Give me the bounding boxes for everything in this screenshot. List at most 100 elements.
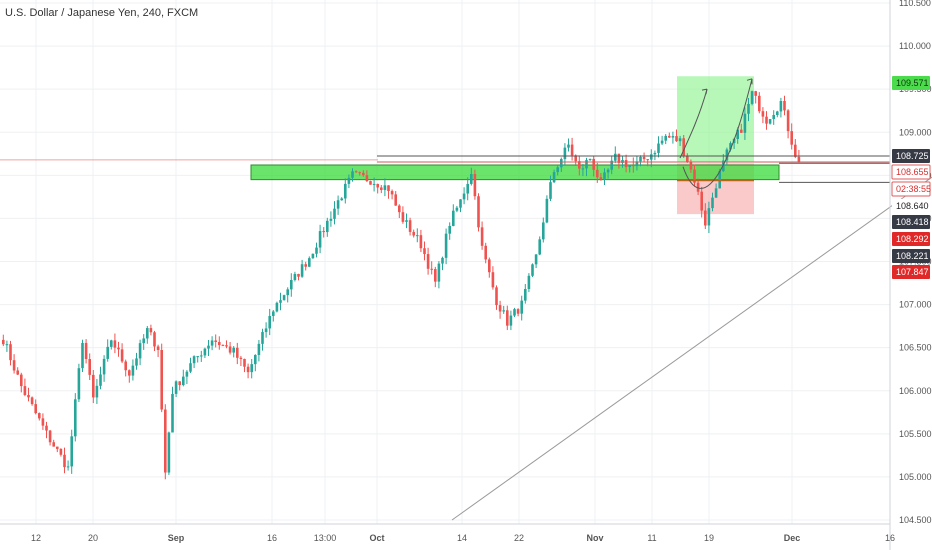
candle-body — [275, 302, 279, 312]
candle-body — [254, 355, 257, 365]
candle-body — [290, 279, 293, 290]
candle-body — [336, 200, 340, 209]
candle-body — [696, 182, 700, 192]
time-tick-label: 11 — [647, 533, 656, 543]
candle-body — [624, 160, 628, 168]
candle-body — [693, 169, 696, 183]
candle-body — [390, 191, 394, 195]
candle-body — [329, 218, 333, 221]
candle-body — [20, 374, 23, 387]
candle-body — [81, 342, 84, 369]
candle-body — [300, 264, 304, 277]
price-tick-label: 110.000 — [899, 41, 931, 51]
candle-body — [135, 358, 138, 366]
candle-body — [689, 162, 693, 170]
drawings[interactable] — [0, 72, 932, 521]
candle-body — [430, 268, 433, 270]
candle-body — [92, 374, 95, 398]
trendline[interactable] — [451, 72, 932, 521]
candle-body — [131, 365, 135, 376]
price-tag-box — [892, 232, 930, 246]
candle-body — [599, 177, 603, 179]
candle-body — [592, 158, 595, 170]
candle-body — [412, 231, 415, 236]
price-tag[interactable]: 108.640 — [892, 199, 930, 213]
candles — [2, 90, 801, 480]
candle-body — [293, 273, 297, 280]
candle-body — [628, 165, 631, 168]
symbol-title[interactable]: U.S. Dollar / Japanese Yen, 240, FXCM — [5, 7, 199, 19]
candle-body — [552, 172, 556, 183]
projection-curve-2[interactable] — [682, 78, 753, 189]
price-tag[interactable]: 108.292 — [892, 232, 930, 246]
candle-body — [214, 340, 217, 342]
price-tag[interactable]: 108.221 — [892, 249, 930, 263]
price-tag[interactable]: 108.725 — [892, 149, 930, 163]
price-tag[interactable]: 108.418 — [892, 215, 930, 229]
candle-body — [632, 165, 635, 167]
price-tag-label: 107.847 — [896, 267, 929, 277]
candle-body — [171, 393, 174, 433]
candle-body — [700, 191, 703, 211]
candle-body — [524, 288, 527, 301]
candle-body — [117, 347, 120, 350]
price-tick-label: 107.000 — [899, 300, 932, 310]
candle-body — [682, 138, 685, 156]
time-axis[interactable]: 12 20 Sep 16 13:00 Oct 14 22 Nov 11 19 Dec 16 — [0, 523, 895, 543]
candle-body — [77, 368, 81, 400]
candle-body — [88, 359, 91, 375]
drawing-zones[interactable] — [250, 76, 780, 215]
candle-body — [470, 174, 473, 184]
candle-body — [466, 183, 469, 194]
candle-body — [664, 135, 667, 141]
gridlines — [0, 0, 891, 524]
candle-body — [678, 138, 682, 142]
candle-body — [516, 309, 520, 314]
arrow-head — [701, 88, 708, 95]
candle-body — [419, 235, 423, 249]
candle-body — [545, 198, 549, 223]
price-tag[interactable]: 02:38:55 — [891, 181, 931, 197]
candle-body — [124, 361, 127, 371]
price-axis[interactable]: 104.500 105.000 105.500 106.000 106.500 107.0… — [889, 0, 932, 550]
support-zone[interactable] — [250, 164, 780, 181]
candle-body — [480, 227, 484, 246]
candle-body — [740, 129, 743, 133]
candle-body — [106, 346, 109, 359]
arrow-head — [746, 78, 753, 85]
candle-body — [27, 394, 30, 398]
candle-body — [459, 199, 462, 208]
candle-body — [297, 273, 300, 277]
candle-body — [563, 147, 567, 160]
candle-body — [462, 193, 466, 200]
candle-body — [527, 275, 531, 289]
candle-body — [63, 454, 66, 468]
target-zone[interactable] — [677, 76, 754, 162]
candle-body — [394, 194, 397, 206]
candle-body — [444, 233, 448, 258]
candle-body — [308, 258, 311, 267]
candle-body — [747, 103, 750, 114]
price-tag-label: 108.640 — [896, 201, 929, 211]
candle-body — [344, 183, 347, 199]
projection-curve-1[interactable] — [679, 89, 708, 159]
candle-body — [502, 310, 505, 312]
candle-body — [754, 91, 757, 96]
candle-body — [405, 220, 408, 222]
candle-body — [95, 385, 99, 398]
candle-body — [30, 397, 34, 405]
candle-body — [146, 328, 149, 339]
price-tag[interactable]: 108.655 — [891, 164, 931, 180]
time-tick-label: 16 — [267, 533, 277, 543]
candle-body — [178, 381, 181, 386]
candle-body — [52, 442, 55, 447]
candle-body — [218, 341, 221, 346]
candle-body — [5, 344, 9, 346]
candle-body — [315, 247, 318, 254]
candle-body — [16, 370, 19, 375]
price-tag[interactable]: 107.847 — [892, 265, 930, 279]
price-tag[interactable]: 109.571 — [892, 76, 930, 90]
candle-body — [790, 131, 793, 145]
